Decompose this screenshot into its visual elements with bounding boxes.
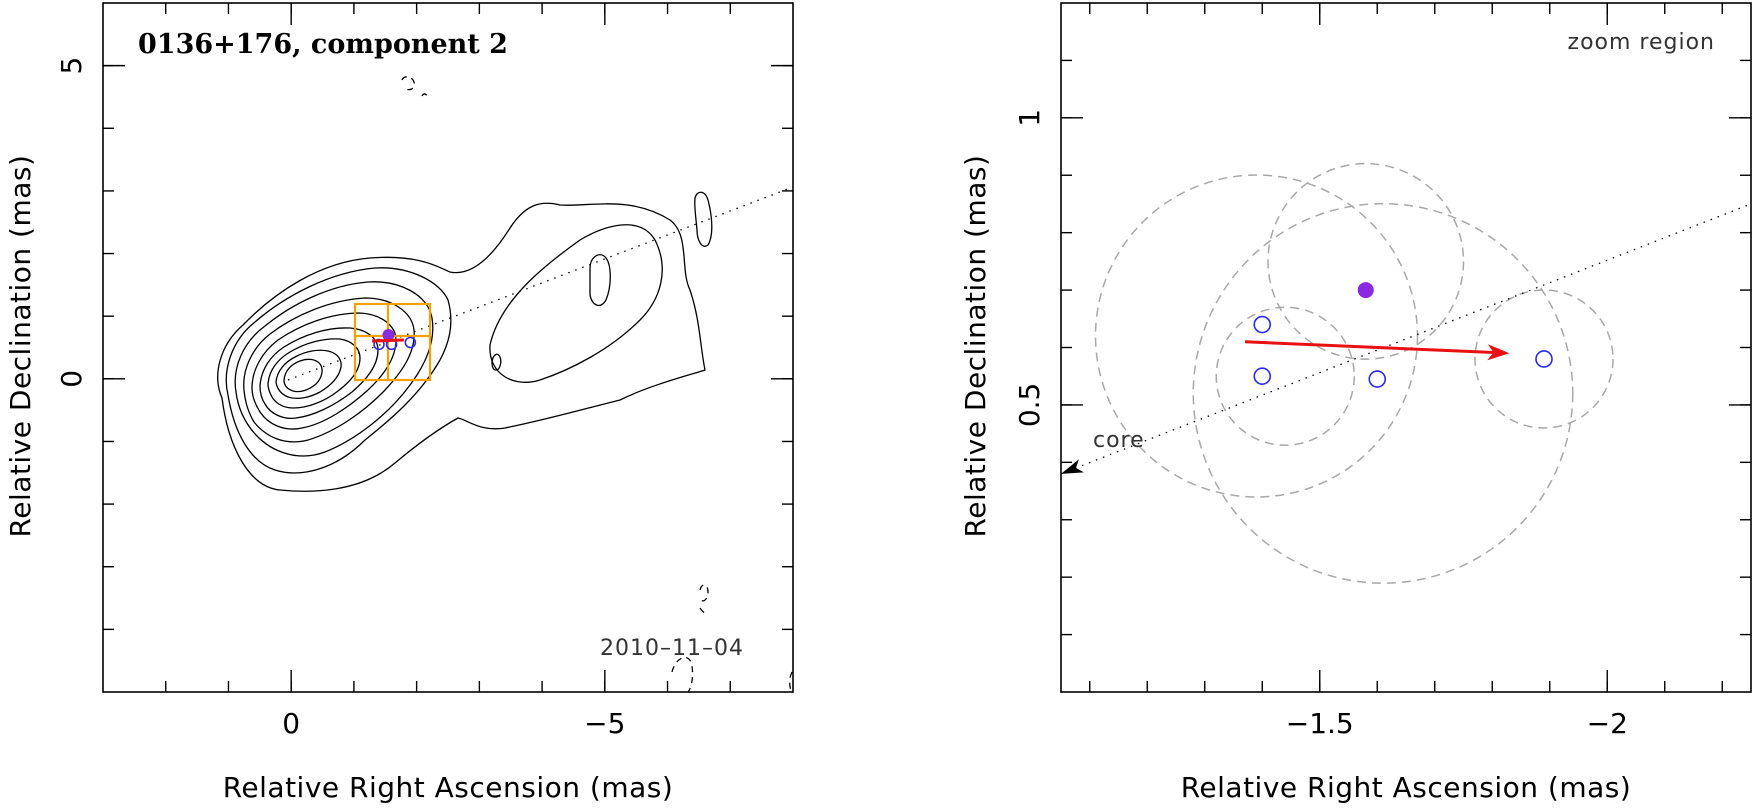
- right-jet-axis-line: [1060, 203, 1752, 475]
- right-y-tick-label: 0.5: [1013, 383, 1046, 428]
- left-jet-axis-line: [287, 186, 794, 381]
- right-title: zoom region: [1568, 30, 1715, 55]
- error-circle: [1215, 306, 1355, 446]
- right-y-tick-label: 1: [1013, 109, 1046, 127]
- right-model-component: [1253, 367, 1272, 386]
- zoom-box-outline: [353, 302, 432, 382]
- core-label: core: [1093, 428, 1145, 453]
- left-title: 0136+176, component 2: [138, 29, 508, 60]
- motion-vector-shaft: [1244, 340, 1494, 355]
- left-plot-frame: [102, 2, 794, 693]
- right-x-tick-label: −2: [1587, 707, 1628, 740]
- contour-negative-bottom: [671, 584, 793, 693]
- motion-vector-head: [1487, 344, 1510, 361]
- right-y-axis-label: Relative Declination (mas): [959, 155, 992, 538]
- contour-knot-outer: [489, 224, 663, 383]
- right-components: [1253, 282, 1553, 388]
- left-y-axis-label: Relative Declination (mas): [4, 155, 37, 538]
- left-mean-position: [382, 328, 395, 341]
- error-circle: [1192, 202, 1574, 584]
- contour-level-7: [267, 338, 361, 409]
- right-panel: −1.5 −2 0.5 1 zoom region core Relative Rig…: [959, 2, 1752, 804]
- error-circle: [1474, 289, 1614, 429]
- right-ticks: −1.5 −2 0.5 1: [1013, 3, 1751, 740]
- left-ticks: 0 −5 0 5: [55, 3, 793, 740]
- contour-far-blob: [694, 191, 713, 247]
- contour-negative-top: [401, 76, 428, 101]
- error-circle: [1267, 162, 1465, 360]
- left-y-tick-label: 0: [55, 370, 88, 388]
- left-x-axis-label: Relative Right Ascension (mas): [223, 771, 674, 804]
- contour-knot-inner: [589, 254, 611, 307]
- left-x-tick-label: −5: [584, 707, 625, 740]
- contour-level-2: [225, 267, 452, 474]
- error-circle: [1094, 174, 1419, 498]
- right-error-circles: [1094, 162, 1614, 584]
- right-model-component: [1535, 350, 1553, 368]
- contour-level-4: [243, 297, 415, 443]
- right-jet-axis: [1060, 203, 1752, 475]
- right-x-tick-label: −1.5: [1286, 707, 1354, 740]
- right-motion-vector: [1244, 340, 1510, 361]
- left-panel: 0 −5 0 5 0136+176, component 2 2010–11–04 R…: [4, 2, 794, 804]
- zoom-box: [353, 302, 432, 382]
- contour-level-9: [283, 358, 323, 393]
- contour-level-1: [217, 202, 706, 492]
- right-x-axis-label: Relative Right Ascension (mas): [1181, 771, 1632, 804]
- core-arrowhead: [1061, 459, 1085, 474]
- contour-level-8: [275, 349, 342, 399]
- left-model-component: [404, 336, 417, 349]
- right-model-component: [1253, 315, 1272, 334]
- left-y-tick-label: 5: [55, 57, 88, 75]
- contour-level-5: [251, 312, 397, 430]
- right-mean-position: [1357, 282, 1374, 299]
- contour-level-6: [259, 327, 379, 419]
- left-contours: [217, 76, 793, 693]
- left-motion-vector: [371, 338, 405, 343]
- left-date-annotation: 2010–11–04: [600, 636, 744, 661]
- contour-small-blob: [491, 353, 502, 371]
- right-model-component: [1368, 370, 1387, 388]
- left-x-tick-label: 0: [282, 707, 300, 740]
